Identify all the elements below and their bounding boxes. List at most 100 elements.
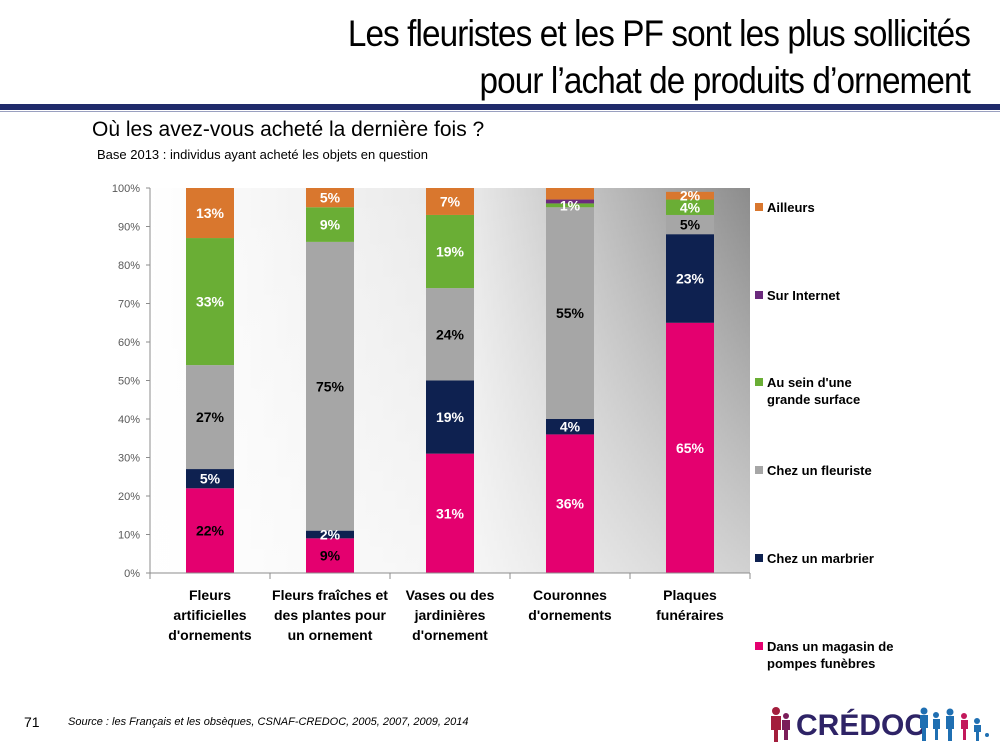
legend-label: Au sein d'une (767, 375, 852, 390)
slide-title-line-2: pour l’achat de produits d’ornement (479, 60, 970, 101)
y-tick-label: 90% (118, 222, 140, 234)
logo-wordmark: CRÉDOC (796, 708, 926, 742)
data-label: 5% (680, 217, 701, 233)
x-tick-label: un ornement (288, 627, 373, 643)
legend-swatch (755, 378, 763, 386)
x-tick-label: funéraires (656, 607, 724, 623)
bar-segment (306, 538, 354, 573)
bar-segment (306, 241, 354, 531)
bar-segment (186, 469, 234, 489)
bar-segment (546, 434, 594, 573)
legend-label: pompes funèbres (767, 656, 875, 671)
bar-segment (186, 188, 234, 239)
y-tick-label: 20% (118, 491, 140, 503)
y-tick-label: 30% (118, 453, 140, 465)
data-label: 31% (436, 505, 465, 521)
bar-segment (186, 365, 234, 470)
bar-segment (666, 322, 714, 573)
x-tick-label: Fleurs fraîches et (272, 587, 388, 603)
data-label: 4% (560, 419, 581, 435)
stacked-bar-chart: 22% 9% 31% 36% 65% 5% 2% 19% 4% 23% 27% 75% 24% 55% 5%… (112, 183, 894, 671)
legend-swatch (755, 466, 763, 474)
data-label: 4% (680, 199, 701, 215)
legend-label: grande surface (767, 392, 860, 407)
y-tick-label: 40% (118, 414, 140, 426)
x-tick-label: Plaques (663, 587, 717, 603)
bar-segment (306, 530, 354, 539)
bar-segment (426, 380, 474, 454)
chart-question: Où les avez-vous acheté la dernière fois… (92, 118, 485, 141)
data-label: 36% (556, 496, 585, 512)
title-rule-thin (0, 111, 1000, 112)
bar-segment (186, 488, 234, 573)
x-tick-label: artificielles (173, 607, 246, 623)
x-tick-label: d'ornements (168, 627, 252, 643)
logo-figures-right (920, 707, 989, 741)
bar-segment (666, 234, 714, 323)
data-label: 5% (200, 471, 221, 487)
bar-segment (546, 207, 594, 419)
data-label: 9% (320, 548, 341, 564)
bar-segment (666, 199, 714, 215)
bar-segment (426, 453, 474, 573)
bar-segment (546, 419, 594, 435)
bar-segment (426, 288, 474, 381)
bar-segment (186, 238, 234, 366)
slide-title: Les fleuristes et les PF sont les plus s… (160, 10, 971, 104)
legend-swatch (755, 554, 763, 562)
data-label: 2% (320, 527, 341, 543)
bar-segment (426, 188, 474, 215)
logo-figure-left (771, 707, 790, 742)
x-tick-label: Vases ou des (406, 587, 495, 603)
legend-label: Sur Internet (767, 288, 841, 303)
x-tick-label: d'ornements (528, 607, 612, 623)
data-label: 27% (196, 409, 225, 425)
legend-label: Dans un magasin de (767, 639, 893, 654)
y-tick-label: 100% (112, 183, 140, 195)
data-label: 24% (436, 326, 465, 342)
bar-segment (546, 203, 594, 208)
legend-swatch (755, 291, 763, 299)
x-tick-label: des plantes pour (274, 607, 387, 623)
bar-segment (666, 191, 714, 200)
legend-label: Chez un fleuriste (767, 463, 872, 478)
legend-label: Ailleurs (767, 200, 815, 215)
y-tick-label: 10% (118, 530, 140, 542)
page-number: 71 (24, 714, 40, 730)
legend-swatch (755, 642, 763, 650)
data-label: 23% (676, 270, 705, 286)
bar-segment (306, 207, 354, 242)
bar-segment (666, 214, 714, 235)
bar-segment (426, 214, 474, 289)
legend-label: Chez un marbrier (767, 551, 874, 566)
slide-title-line-1: Les fleuristes et les PF sont les plus s… (347, 13, 971, 54)
data-label: 75% (316, 378, 345, 394)
data-label: 13% (196, 205, 225, 221)
data-label: 65% (676, 440, 705, 456)
y-tick-label: 50% (118, 376, 140, 388)
data-label: 1% (560, 197, 581, 213)
y-tick-label: 60% (118, 337, 140, 349)
base-note: Base 2013 : individus ayant acheté les o… (97, 147, 429, 162)
data-label: 33% (196, 294, 225, 310)
bar-segment (306, 188, 354, 208)
bar-segment (546, 199, 594, 204)
x-tick-label: d'ornement (412, 627, 488, 643)
x-tick-label: Couronnes (533, 587, 607, 603)
bar-segment (546, 188, 594, 200)
legend-swatch (755, 203, 763, 211)
x-tick-label: jardinières (414, 607, 486, 623)
y-tick-label: 80% (118, 260, 140, 272)
data-label: 22% (196, 523, 225, 539)
data-label: 9% (320, 217, 341, 233)
data-label: 19% (436, 244, 465, 260)
y-tick-label: 70% (118, 299, 140, 311)
title-rule (0, 104, 1000, 110)
data-label: 7% (440, 193, 461, 209)
data-label: 5% (320, 190, 341, 206)
credoc-logo: CRÉDOC (771, 707, 989, 742)
source-note: Source : les Français et les obsèques, C… (68, 716, 469, 728)
y-tick-label: 0% (124, 568, 140, 580)
data-label: 2% (680, 188, 701, 204)
data-label: 55% (556, 305, 585, 321)
